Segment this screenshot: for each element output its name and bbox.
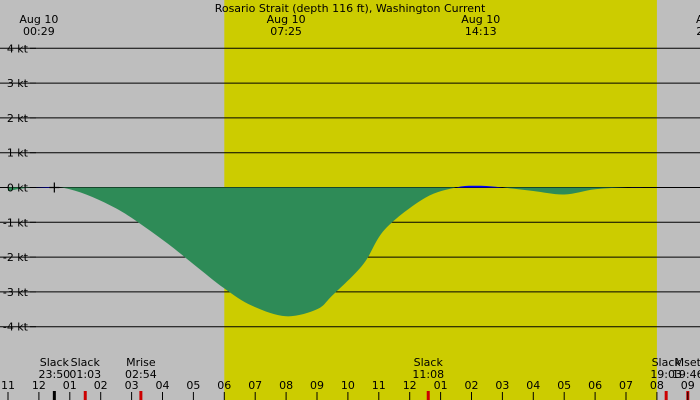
x-tick-label: 03 <box>125 379 139 392</box>
event-time: 19:46 <box>672 368 700 381</box>
x-tick-label: 01 <box>63 379 77 392</box>
event-time: 01:03 <box>69 368 101 381</box>
event-marker <box>426 391 430 400</box>
y-tick-label: -4 kt <box>3 321 29 334</box>
top-event-day: Aug 10 <box>267 13 306 26</box>
top-event-day: Aug 10 <box>461 13 500 26</box>
x-tick-label: 04 <box>156 379 170 392</box>
event-name: Slack <box>652 356 682 369</box>
x-tick-label: 05 <box>557 379 571 392</box>
y-tick-label: -1 kt <box>3 216 29 229</box>
x-tick-label: 02 <box>94 379 108 392</box>
top-event-day: Au <box>696 13 700 26</box>
x-tick-label: 12 <box>32 379 46 392</box>
x-tick-label: 06 <box>217 379 231 392</box>
x-tick-label: 06 <box>588 379 602 392</box>
y-tick-label: 1 kt <box>7 147 29 160</box>
x-tick-label: 08 <box>650 379 664 392</box>
event-name: Slack <box>40 356 70 369</box>
top-event-time: 14:13 <box>465 25 497 38</box>
x-tick-label: 09 <box>310 379 324 392</box>
y-tick-label: -3 kt <box>3 286 29 299</box>
x-tick-label: 05 <box>186 379 200 392</box>
y-tick-label: -2 kt <box>3 251 29 264</box>
bottom-event-labels: Slack23:50Slack01:03Mrise02:54Slack11:08… <box>38 356 700 400</box>
current-areas <box>8 182 700 317</box>
x-tick-label: 02 <box>465 379 479 392</box>
y-axis-labels: 4 kt 3 kt 2 kt 1 kt 0 kt -1 kt -2 kt -3 kt -4 kt <box>3 42 36 334</box>
event-marker <box>139 391 143 400</box>
x-tick-label: 11 <box>1 379 15 392</box>
event-marker <box>52 391 56 400</box>
top-event-time: 00:29 <box>23 25 55 38</box>
chart-title: Rosario Strait (depth 116 ft), Washingto… <box>215 2 486 15</box>
x-tick-label: 07 <box>248 379 262 392</box>
event-time: 02:54 <box>125 368 157 381</box>
y-tick-label: 2 kt <box>7 112 29 125</box>
x-axis-ticks: 11 12 01 02 03 04 05 06 07 08 09 10 11 12 01 02 03 04 05 06… <box>1 379 695 400</box>
x-tick-label: 09 <box>681 379 695 392</box>
event-marker <box>83 391 87 400</box>
x-tick-label: 04 <box>526 379 540 392</box>
x-tick-label: 12 <box>403 379 417 392</box>
top-event-day: Aug 10 <box>19 13 58 26</box>
position-marker <box>49 182 60 193</box>
event-name: Mset <box>675 356 700 369</box>
x-tick-label: 03 <box>495 379 509 392</box>
event-name: Slack <box>71 356 101 369</box>
top-event-time: 07:25 <box>270 25 302 38</box>
top-event-time: 21 <box>696 25 700 38</box>
event-time: 23:50 <box>38 368 70 381</box>
x-tick-label: 01 <box>434 379 448 392</box>
event-time: 19:03 <box>650 368 682 381</box>
y-tick-label: 4 kt <box>7 42 29 55</box>
ebb-area <box>8 187 700 317</box>
x-tick-label: 10 <box>341 379 355 392</box>
y-tick-label: 3 kt <box>7 77 29 90</box>
x-tick-label: 08 <box>279 379 293 392</box>
event-time: 11:08 <box>412 368 444 381</box>
event-name: Slack <box>414 356 444 369</box>
x-tick-label: 07 <box>619 379 633 392</box>
x-tick-label: 11 <box>372 379 386 392</box>
event-name: Mrise <box>126 356 156 369</box>
event-marker <box>664 391 668 400</box>
y-tick-label: 0 kt <box>7 182 29 195</box>
